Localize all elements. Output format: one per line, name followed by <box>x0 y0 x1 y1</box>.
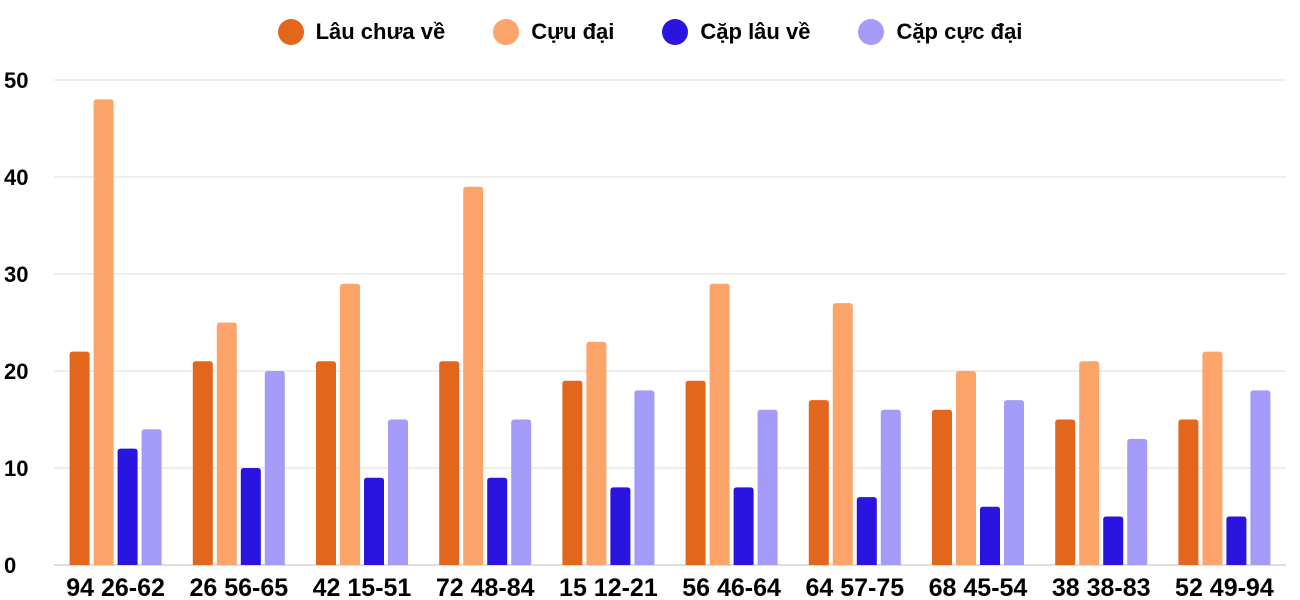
legend-item-cap-lau-ve[interactable]: Cặp lâu về <box>662 19 810 45</box>
y-tick-label: 0 <box>4 553 16 578</box>
bar[interactable] <box>1055 419 1076 566</box>
y-tick-label: 20 <box>4 359 28 384</box>
bar[interactable] <box>93 99 114 566</box>
bar[interactable] <box>69 351 90 565</box>
legend-swatch-icon <box>277 19 304 45</box>
x-tick-label: 15 12-21 <box>559 574 658 600</box>
bar[interactable] <box>364 477 384 565</box>
bar[interactable] <box>192 361 213 565</box>
bar[interactable] <box>586 341 607 565</box>
x-tick-label: 68 45-54 <box>929 574 1028 600</box>
legend-swatch-icon <box>858 19 885 45</box>
bar[interactable] <box>1004 400 1024 565</box>
bar[interactable] <box>388 419 408 566</box>
legend-item-cap-cuc-dai[interactable]: Cặp cực đại <box>858 19 1022 45</box>
bar[interactable] <box>634 390 655 565</box>
bar[interactable] <box>880 409 901 565</box>
bar[interactable] <box>932 409 952 565</box>
legend-item-cuu-dai[interactable]: Cựu đại <box>493 19 614 45</box>
bar[interactable] <box>610 487 631 565</box>
grid-lines <box>54 79 1286 566</box>
y-tick-label: 40 <box>4 165 28 190</box>
bar[interactable] <box>240 468 261 565</box>
bar[interactable] <box>216 322 237 566</box>
y-tick-label: 50 <box>4 68 28 93</box>
bar[interactable] <box>562 380 583 565</box>
bar[interactable] <box>511 419 532 566</box>
bar[interactable] <box>733 487 754 565</box>
legend-item-lau-chua-ve[interactable]: Lâu chưa về <box>277 19 446 45</box>
chart-legend: Lâu chưa về Cựu đại Cặp lâu về Cặp cực đ… <box>0 14 1300 50</box>
legend-swatch-icon <box>493 19 520 45</box>
bar[interactable] <box>1178 419 1199 566</box>
bar[interactable] <box>685 380 706 565</box>
bar[interactable] <box>439 361 460 565</box>
legend-swatch-icon <box>662 19 689 45</box>
bar[interactable] <box>117 448 138 565</box>
bar[interactable] <box>1226 516 1247 566</box>
bar[interactable] <box>980 506 1000 565</box>
bar[interactable] <box>808 400 829 565</box>
bar[interactable] <box>487 477 508 565</box>
x-tick-label: 64 57-75 <box>805 574 904 600</box>
x-tick-label: 94 26-62 <box>66 574 165 600</box>
bar[interactable] <box>1202 351 1223 565</box>
legend-label: Lâu chưa về <box>315 19 446 44</box>
x-tick-label: 38 38-83 <box>1052 574 1151 600</box>
bar[interactable] <box>956 371 976 565</box>
bar[interactable] <box>1127 438 1148 565</box>
x-axis-labels: 94 26-62 26 56-65 42 15-51 72 48-84 15 12-21… <box>66 574 1274 600</box>
bar[interactable] <box>856 497 877 565</box>
bar[interactable] <box>340 283 360 565</box>
bar[interactable] <box>757 409 778 565</box>
bar[interactable] <box>264 371 285 565</box>
bar[interactable] <box>316 361 336 565</box>
y-axis-ticks: 0 10 20 30 40 50 <box>4 68 28 578</box>
legend-label: Cặp cực đại <box>896 19 1023 44</box>
bar[interactable] <box>141 429 162 565</box>
bar[interactable] <box>709 283 730 565</box>
bar[interactable] <box>1250 390 1271 565</box>
x-tick-label: 26 56-65 <box>189 574 288 600</box>
bar[interactable] <box>832 303 853 565</box>
y-tick-label: 30 <box>4 262 28 287</box>
x-tick-label: 72 48-84 <box>436 574 535 600</box>
y-tick-label: 10 <box>4 456 28 481</box>
bar[interactable] <box>463 186 484 565</box>
bar[interactable] <box>1103 516 1124 566</box>
bar[interactable] <box>1079 361 1100 565</box>
bar-series <box>69 99 1271 566</box>
legend-label: Cặp lâu về <box>700 19 811 44</box>
legend-label: Cựu đại <box>531 19 615 44</box>
x-tick-label: 42 15-51 <box>313 574 412 600</box>
x-tick-label: 56 46-64 <box>682 574 781 600</box>
x-tick-label: 52 49-94 <box>1175 574 1274 600</box>
